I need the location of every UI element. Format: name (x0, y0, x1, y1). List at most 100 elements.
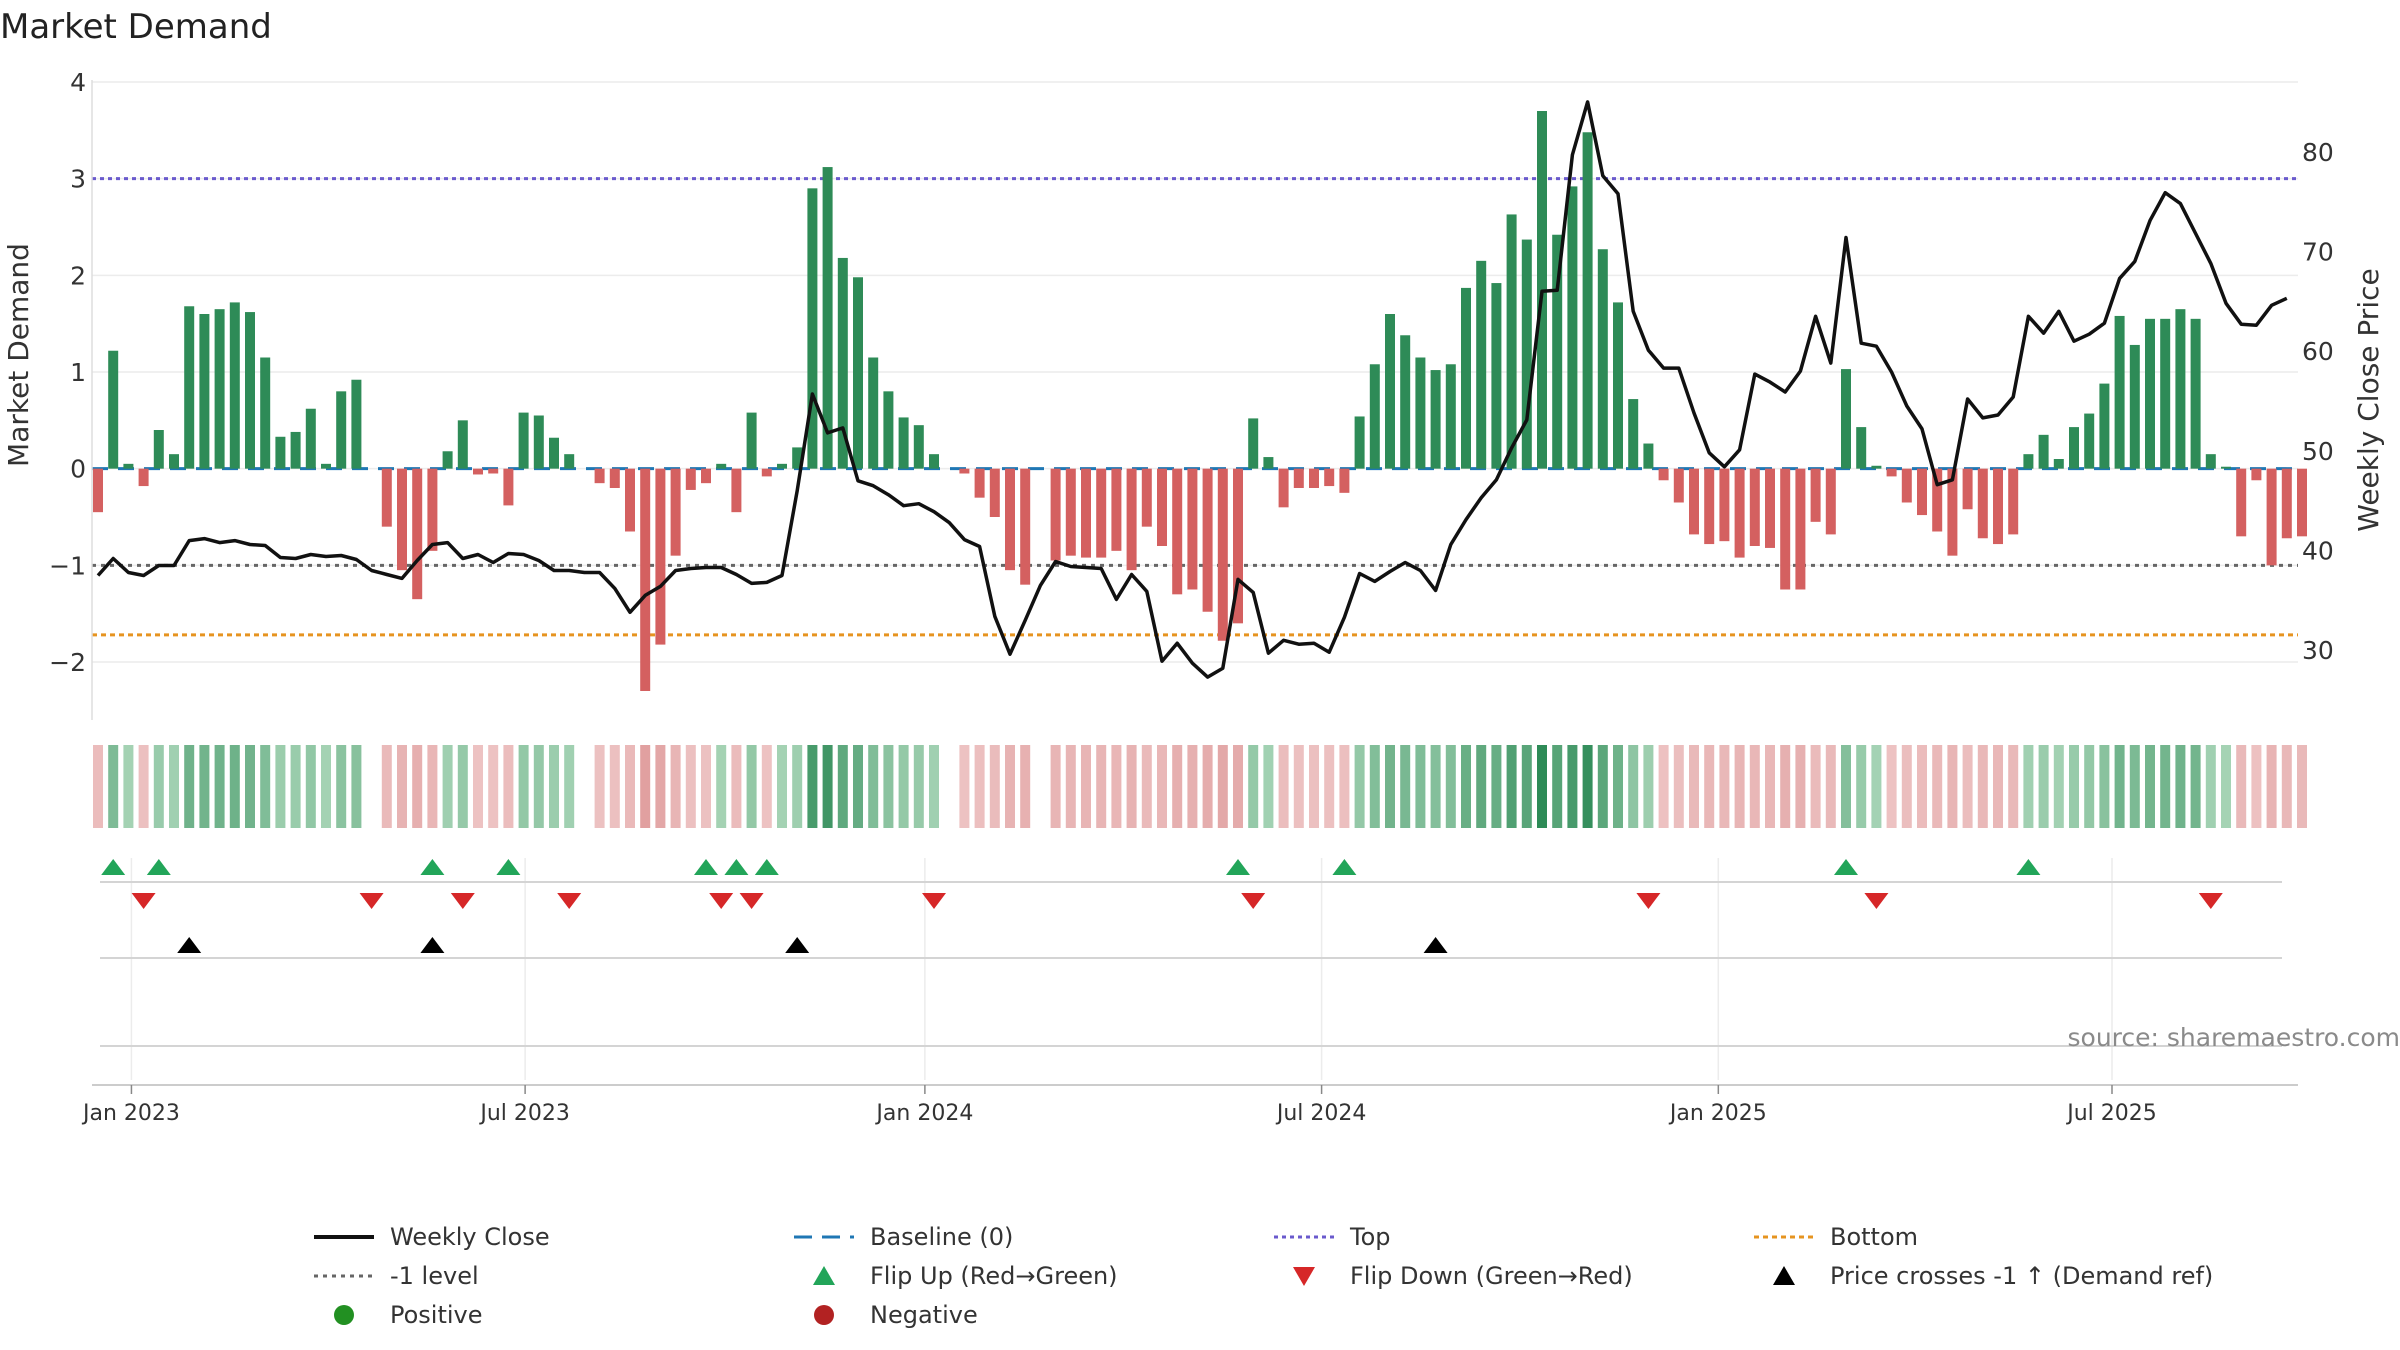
heat-cell (2281, 745, 2292, 828)
demand-bar (1841, 369, 1851, 469)
heat-cell (169, 745, 179, 828)
heat-cell (1825, 745, 1836, 828)
demand-bar (2221, 466, 2231, 469)
demand-bar (2205, 454, 2216, 469)
price-cross-marker (420, 937, 445, 953)
demand-bar (1734, 468, 1745, 558)
flip-up-marker (694, 859, 718, 875)
demand-bar (1795, 468, 1806, 590)
heat-cell (1810, 745, 1821, 828)
heat-cell (2205, 745, 2216, 828)
heat-cell (1917, 745, 1927, 828)
heat-cell (457, 745, 468, 828)
demand-bar (746, 412, 757, 469)
demand-bar (1248, 418, 1259, 469)
y-tick-label-left: −1 (49, 551, 86, 580)
demand-bar (1917, 468, 1927, 516)
y-tick-label-left: −2 (49, 648, 86, 677)
demand-bar (199, 314, 210, 469)
heat-cell (1871, 745, 1882, 828)
heat-cell (2160, 745, 2171, 828)
demand-bar (533, 415, 544, 469)
demand-bar (1385, 314, 1395, 469)
flip-up-marker (754, 859, 779, 875)
heat-cell (381, 745, 392, 828)
demand-bar (1187, 468, 1198, 590)
demand-bar (959, 468, 970, 474)
demand-bar (336, 391, 347, 469)
demand-bar (655, 468, 666, 645)
heat-cell (1506, 745, 1517, 828)
demand-bar (1567, 186, 1578, 469)
demand-bar (594, 468, 605, 484)
heat-cell (2297, 745, 2307, 828)
demand-bar (2038, 434, 2049, 469)
demand-bar (913, 425, 924, 469)
demand-bar (1050, 468, 1061, 561)
heat-cell (1689, 745, 1699, 828)
heat-cell (1993, 745, 2003, 828)
demand-bar (1810, 468, 1821, 522)
demand-bars (93, 111, 2307, 691)
demand-bar (503, 468, 514, 506)
x-axis: Jan 2023 Jul 2023 Jan 2024 Jul 2024 Jan 2025… (81, 1084, 2298, 1126)
demand-bar (807, 188, 818, 469)
heat-cell (1643, 745, 1654, 828)
heat-cell (1856, 745, 1867, 828)
demand-bar (837, 257, 848, 469)
demand-bar (1886, 468, 1897, 477)
heat-cell (2069, 745, 2079, 828)
demand-bar (792, 447, 803, 469)
demand-bar (1993, 468, 2003, 545)
demand-bar (1749, 468, 1760, 546)
heat-cell (1597, 745, 1608, 828)
demand-bar (275, 436, 286, 469)
flip-down-marker (922, 893, 946, 909)
heat-cell (1658, 745, 1669, 828)
demand-bar (1552, 234, 1563, 469)
heat-cell (2251, 745, 2262, 828)
heat-cell (1552, 745, 1563, 828)
heat-cell (2023, 745, 2034, 828)
heat-cell (305, 745, 316, 828)
heat-cell (2190, 745, 2201, 828)
demand-bar (1765, 468, 1775, 548)
y-tick-label-right: 60 (2302, 337, 2334, 366)
x-tick-label: Jul 2025 (2065, 1101, 2157, 1126)
demand-bar (609, 468, 620, 488)
heat-cell (1719, 745, 1730, 828)
demand-bar (1947, 468, 1958, 556)
demand-bar (1476, 260, 1487, 469)
heat-cell (2266, 745, 2277, 828)
flip-down-marker (1241, 893, 1266, 909)
demand-bar (260, 357, 271, 469)
heat-cell (2053, 745, 2064, 828)
heat-cell (929, 745, 939, 828)
heat-cell (1795, 745, 1806, 828)
demand-bar (2053, 459, 2064, 469)
demand-bar (1096, 468, 1107, 558)
demand-bar (381, 468, 392, 527)
signal-markers (100, 859, 2282, 1047)
demand-bar (670, 468, 681, 556)
demand-bar (1582, 132, 1593, 469)
weekly-close-line (96, 100, 2288, 679)
demand-bar (1309, 468, 1319, 488)
demand-bar (2129, 344, 2140, 469)
heat-cell (777, 745, 787, 828)
demand-bar (153, 430, 164, 469)
heat-cell (1780, 745, 1791, 828)
demand-bar (2160, 318, 2171, 469)
demand-bar (1369, 364, 1380, 469)
demand-bar (1825, 468, 1836, 535)
demand-bar (1293, 468, 1304, 488)
heat-cell (670, 745, 681, 828)
demand-bar (883, 391, 894, 469)
demand-bar (1081, 468, 1091, 558)
demand-bar (1020, 468, 1031, 585)
heat-cell (290, 745, 301, 828)
heat-cell (1020, 745, 1031, 828)
flip-down-marker (709, 893, 734, 909)
demand-bar (929, 454, 939, 469)
heat-cell (1461, 745, 1471, 828)
